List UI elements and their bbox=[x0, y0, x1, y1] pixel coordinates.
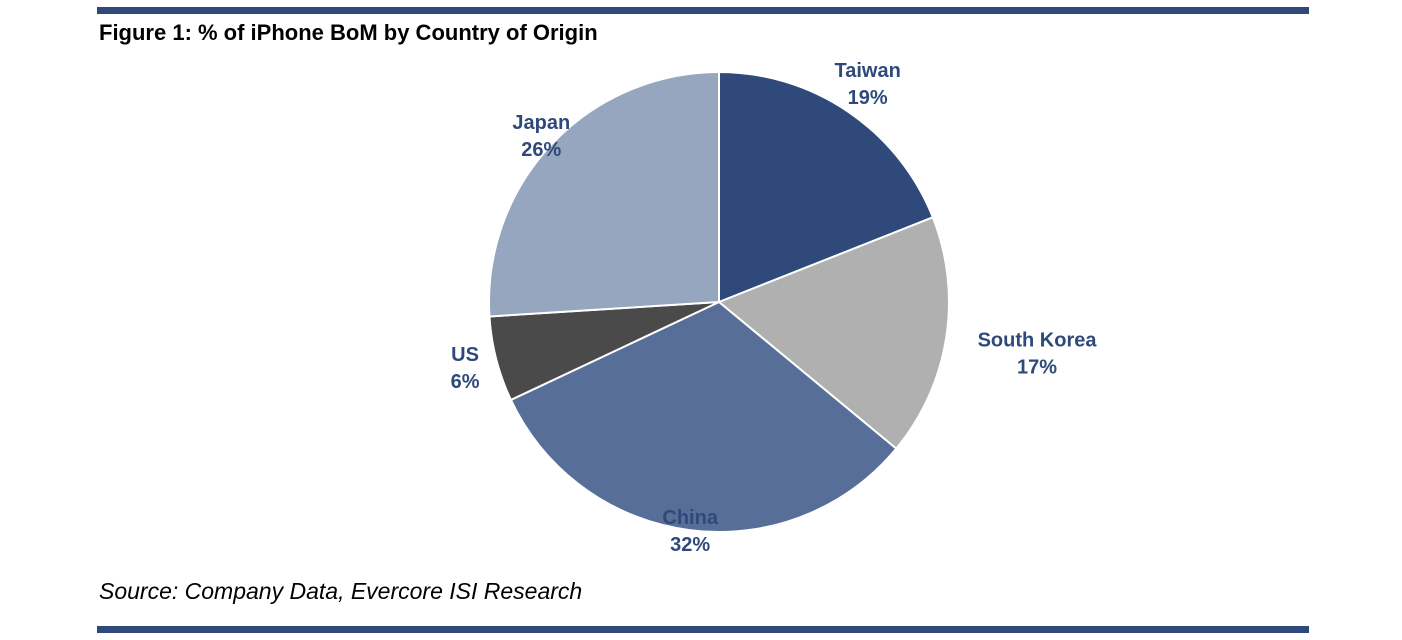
pie-label-us: US 6% bbox=[451, 344, 480, 393]
pie-label-japan: Japan 26% bbox=[512, 112, 570, 161]
pie-label-china: China 32% bbox=[662, 507, 718, 556]
pie-label-south-korea: South Korea 17% bbox=[978, 329, 1098, 378]
pie-slice-japan bbox=[488, 70, 720, 318]
top-rule bbox=[97, 7, 1309, 14]
pie-labels: Taiwan 19% South Korea 17% China 32% US 6% Japan… bbox=[451, 60, 1098, 556]
pie-slice-taiwan bbox=[718, 70, 935, 304]
bottom-rule bbox=[97, 626, 1309, 633]
pie-label-taiwan: Taiwan 19% bbox=[835, 60, 901, 109]
figure-title: Figure 1: % of iPhone BoM by Country of … bbox=[99, 20, 598, 45]
pie-slice-south-korea bbox=[717, 216, 950, 451]
pie-slices bbox=[488, 70, 950, 533]
pie-slice-china bbox=[509, 300, 898, 533]
source-note: Source: Company Data, Evercore ISI Resea… bbox=[99, 578, 583, 604]
